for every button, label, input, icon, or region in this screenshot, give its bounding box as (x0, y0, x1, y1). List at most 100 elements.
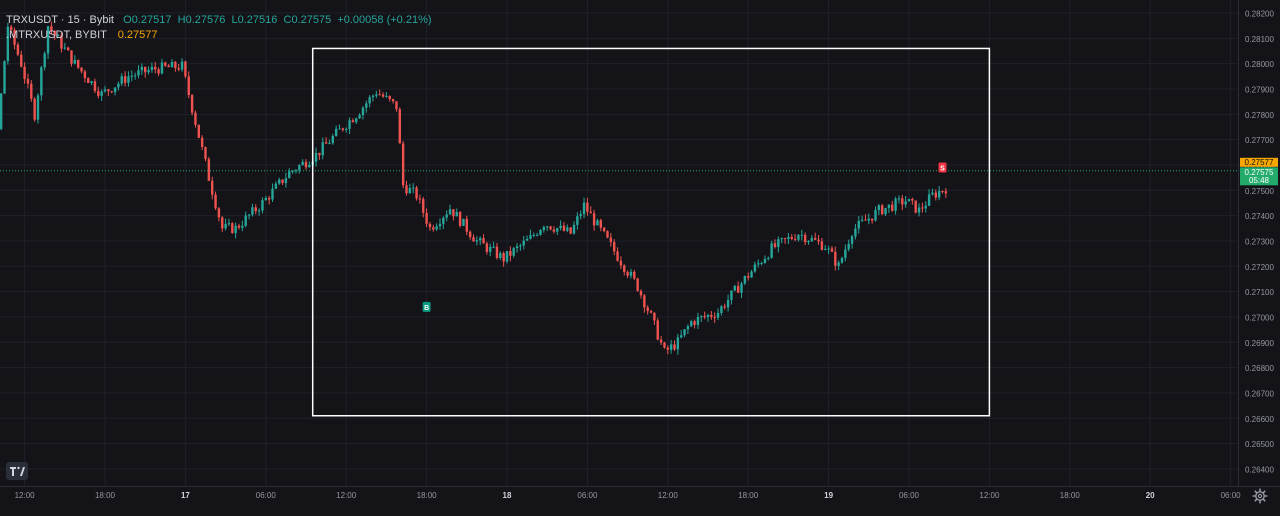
candle-body (539, 229, 542, 235)
candle-body (452, 209, 455, 217)
candle-body (783, 238, 787, 240)
candle-body (787, 237, 790, 239)
y-tick-label: 0.27100 (1245, 288, 1274, 297)
candle-body (324, 142, 328, 144)
candle-body (458, 212, 462, 226)
candle-body (820, 241, 824, 250)
candle-body (150, 66, 154, 70)
candle-body (385, 95, 388, 97)
candle-body (164, 62, 167, 66)
x-tick-label: 06:00 (899, 491, 920, 500)
candle-body (371, 95, 375, 98)
candle-body (626, 271, 629, 276)
x-tick-label: 19 (824, 491, 833, 500)
candle-body (120, 76, 123, 84)
indicator-value: 0.27577 (117, 29, 158, 41)
candle-body (217, 208, 221, 218)
candle-body (475, 240, 479, 242)
candle-body (314, 152, 318, 162)
candle-body (365, 103, 368, 108)
candle-body (412, 187, 415, 189)
candle-body (267, 197, 271, 200)
candle-body (278, 179, 281, 184)
x-tick-label: 12:00 (979, 491, 1000, 500)
candle-body (606, 231, 609, 238)
x-tick-label: 18:00 (95, 491, 116, 500)
candle-body (345, 128, 348, 130)
candle-body (623, 265, 626, 272)
candle-body (375, 94, 378, 96)
candle-body (160, 62, 164, 74)
candle-body (897, 198, 901, 200)
sell-marker: S (938, 162, 947, 173)
x-tick-label: 06:00 (577, 491, 598, 500)
candle-body (559, 225, 562, 229)
candle-body (757, 263, 760, 265)
marker-badge (938, 162, 947, 173)
symbol-name[interactable]: TRXUSDT · 15 · Bybit (6, 14, 114, 26)
candle-body (767, 257, 770, 259)
candle-body (509, 251, 512, 256)
tradingview-logo-icon[interactable] (6, 462, 28, 480)
symbol-legend: TRXUSDT · 15 · Bybit O0.27517 H0.27576 L… (6, 13, 432, 27)
candle-body (680, 335, 683, 338)
candle-body (36, 95, 40, 120)
candle-body (814, 237, 817, 240)
candle-body (227, 223, 231, 225)
candle-body (499, 253, 502, 258)
candle-body (904, 201, 907, 205)
x-tick-label: 06:00 (256, 491, 277, 500)
candle-body (780, 238, 783, 240)
candle-body (251, 207, 254, 215)
candle-body (844, 249, 847, 258)
candle-body (556, 228, 559, 232)
candle-body (334, 128, 338, 136)
candle-body (381, 94, 385, 97)
candle-body (870, 218, 874, 221)
candle-body (247, 214, 251, 216)
y-tick-label: 0.27000 (1245, 313, 1274, 322)
x-tick-label: 17 (181, 491, 190, 500)
candle-body (70, 50, 73, 64)
candle-body (418, 198, 422, 200)
candle-body (914, 200, 917, 213)
price-axis-panel (1238, 0, 1280, 511)
x-tick-label: 12:00 (336, 491, 357, 500)
open-value: 0.27517 (131, 14, 172, 26)
y-tick-label: 0.28200 (1245, 10, 1274, 19)
candle-body (331, 135, 334, 144)
candle-body (442, 217, 445, 224)
indicator-symbol[interactable]: .MTRXUSDT, BYBIT (6, 29, 107, 41)
candle-body (907, 198, 911, 202)
candle-body (328, 143, 331, 145)
gear-icon[interactable] (1252, 488, 1268, 504)
marker-badge (422, 301, 431, 312)
candle-body (221, 217, 224, 229)
candle-body (847, 243, 850, 250)
y-tick-label: 0.26900 (1245, 339, 1274, 348)
candle-body (60, 35, 63, 49)
candle-body (46, 26, 50, 54)
candle-body (113, 87, 117, 93)
candle-body (854, 228, 857, 237)
candle-body (646, 307, 649, 311)
candle-body (542, 227, 546, 230)
candle-body (174, 61, 177, 69)
candle-body (462, 218, 465, 226)
buy-marker-label: B (424, 305, 429, 312)
candle-body (133, 75, 137, 77)
candle-body (917, 207, 921, 213)
candle-body (180, 61, 184, 70)
candle-body (274, 183, 278, 189)
candle-body (793, 238, 797, 240)
candle-body (740, 283, 743, 293)
candle-body (298, 165, 301, 171)
candle-body (271, 188, 274, 200)
candle-body (241, 225, 244, 228)
candle-body (321, 142, 324, 156)
candle-body (6, 26, 10, 62)
candle-body (428, 223, 432, 228)
candle-body (850, 236, 854, 244)
